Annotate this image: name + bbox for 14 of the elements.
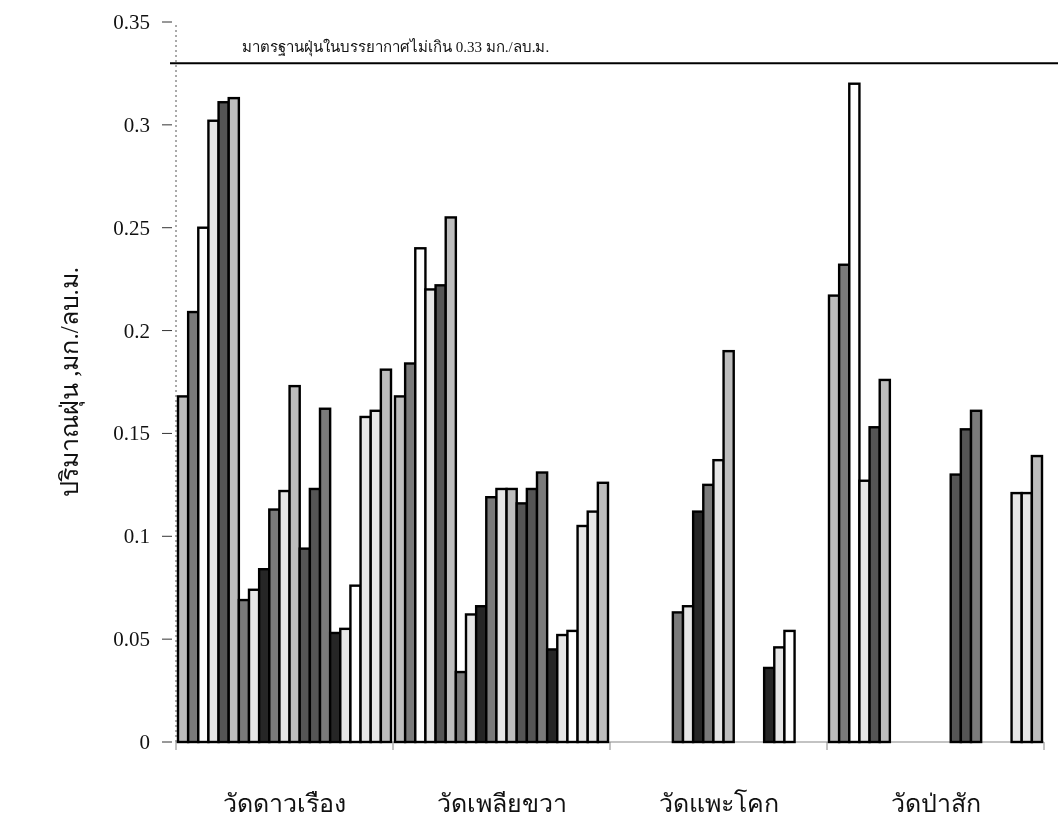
x-tick-label: วัดดาวเรือง (223, 790, 346, 817)
x-tick-label: วัดเพลียขวา (436, 790, 567, 817)
y-axis-title: ปริมาณฝุ่น ,มก./ลบ.ม. (56, 266, 85, 498)
y-tick-label: 0.15 (113, 421, 150, 446)
y-tick-label: 0.35 (113, 10, 150, 34)
ref-line-label: มาตรฐานฝุ่นในบรรยากาศไม่เกิน 0.33 มก./ลบ.ม. (242, 38, 550, 58)
y-tick-label: 0.3 (123, 112, 150, 137)
y-tick-label: 0.25 (113, 215, 150, 240)
y-tick-label: 0 (139, 730, 150, 754)
y-tick-label: 0.1 (123, 524, 150, 549)
x-tick-label: วัดป่าสัก (890, 790, 981, 817)
x-tick-label: วัดแพะโคก (658, 789, 779, 817)
y-tick-label: 0.05 (113, 627, 150, 652)
y-tick-label: 0.2 (123, 318, 150, 343)
